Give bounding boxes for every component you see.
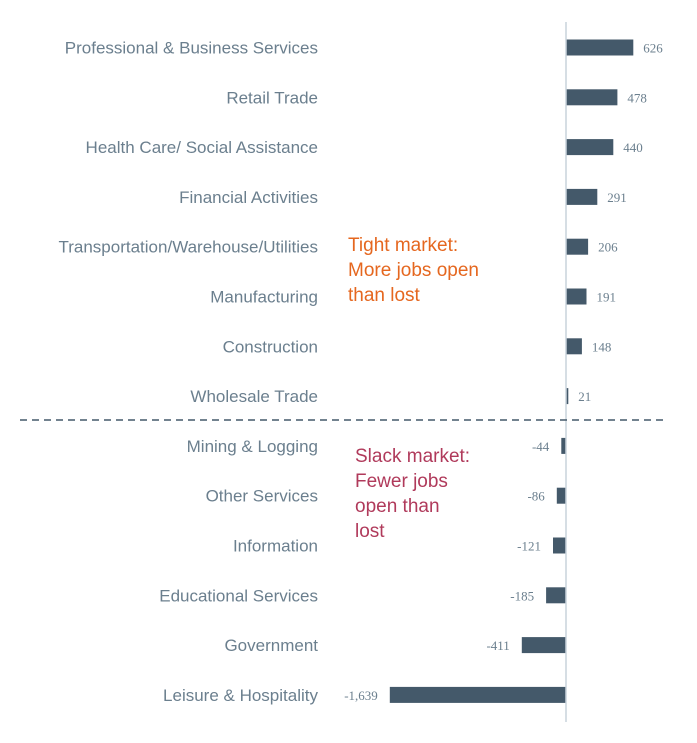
category-label-manufacturing: Manufacturing	[210, 288, 318, 307]
category-label-government: Government	[224, 636, 318, 655]
bar-professional-business-services	[566, 39, 634, 56]
category-label-information: Information	[233, 537, 318, 556]
bar-construction	[566, 338, 582, 355]
category-label-health-care-social-assistance: Health Care/ Social Assistance	[86, 138, 318, 157]
category-label-transportation-warehouse-utilities: Transportation/Warehouse/Utilities	[58, 238, 318, 257]
tight-market-line-2: More jobs open	[348, 260, 479, 281]
bar-wholesale-trade	[566, 388, 569, 405]
bar-educational-services	[546, 587, 566, 604]
bar-mining-logging	[561, 437, 566, 454]
bar-government	[521, 637, 566, 654]
bar-leisure-hospitality	[389, 686, 566, 703]
value-label-wholesale-trade: 21	[578, 389, 591, 404]
slack-market-line-4: lost	[355, 521, 385, 542]
slack-market-annotation: Slack market: Fewer jobs open than lost	[355, 444, 470, 544]
value-label-mining-logging: -44	[532, 439, 550, 454]
bar-information	[553, 537, 566, 554]
category-label-other-services: Other Services	[206, 487, 318, 506]
slack-market-line-2: Fewer jobs	[355, 471, 448, 492]
category-label-financial-activities: Financial Activities	[179, 188, 318, 207]
value-label-construction: 148	[592, 339, 612, 354]
slack-market-line-1: Slack market:	[355, 446, 471, 467]
bar-financial-activities	[566, 188, 598, 205]
category-label-professional-business-services: Professional & Business Services	[65, 39, 318, 58]
bar-health-care-social-assistance	[566, 139, 614, 156]
bar-retail-trade	[566, 89, 618, 106]
slack-market-line-3: open than	[355, 496, 440, 517]
value-label-government: -411	[486, 638, 509, 653]
bar-transportation-warehouse-utilities	[566, 238, 589, 255]
value-label-transportation-warehouse-utilities: 206	[598, 240, 618, 255]
value-label-educational-services: -185	[510, 588, 534, 603]
tight-market-line-1: Tight market:	[348, 235, 459, 256]
value-label-retail-trade: 478	[627, 90, 647, 105]
category-label-retail-trade: Retail Trade	[226, 88, 318, 107]
tight-market-line-3: than lost	[348, 285, 420, 306]
value-label-information: -121	[517, 539, 541, 554]
value-label-leisure-hospitality: -1,639	[344, 688, 378, 703]
category-label-wholesale-trade: Wholesale Trade	[190, 387, 318, 406]
value-label-professional-business-services: 626	[643, 41, 663, 56]
value-label-manufacturing: 191	[597, 290, 617, 305]
category-label-leisure-hospitality: Leisure & Hospitality	[163, 686, 318, 705]
tight-market-annotation: Tight market: More jobs open than lost	[348, 233, 479, 308]
bar-other-services	[556, 487, 566, 504]
category-labels-group: Professional & Business Services Retail T…	[58, 39, 318, 705]
value-labels-group: 626 478 440 291 206 191 148 21 -44 -86 -121 -185 -41…	[344, 41, 663, 703]
category-label-mining-logging: Mining & Logging	[187, 437, 318, 456]
value-label-health-care-social-assistance: 440	[623, 140, 643, 155]
category-label-construction: Construction	[223, 337, 318, 356]
bars-group	[389, 39, 634, 703]
value-label-financial-activities: 291	[607, 190, 627, 205]
category-label-educational-services: Educational Services	[159, 586, 318, 605]
value-label-other-services: -86	[527, 489, 545, 504]
bar-manufacturing	[566, 288, 587, 305]
